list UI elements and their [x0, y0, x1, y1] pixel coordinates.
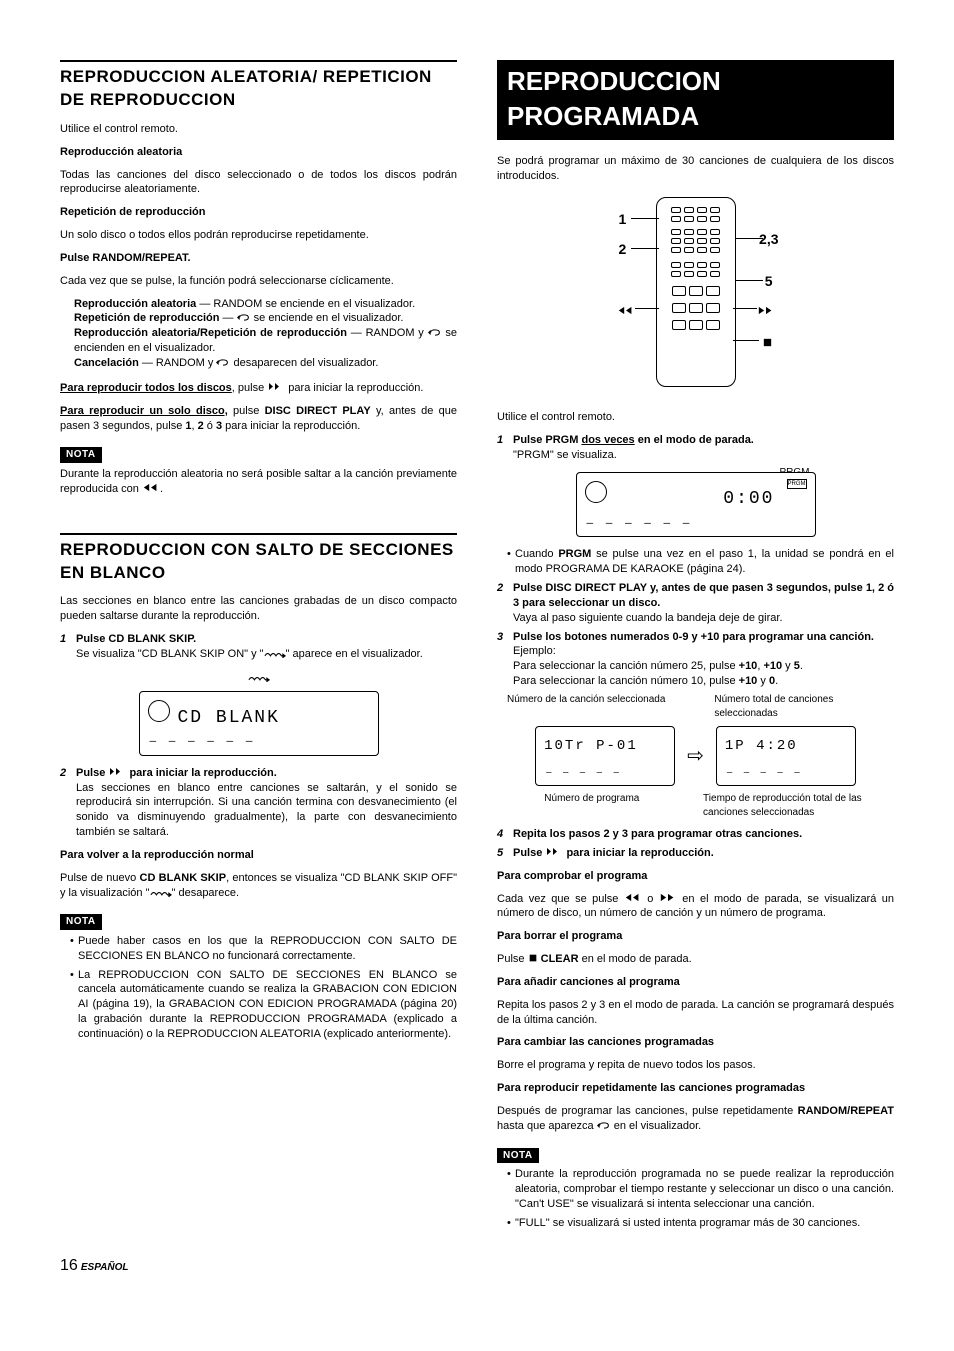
- nota3-list: Durante la reproducción programada no se…: [497, 1167, 894, 1230]
- stop-icon: [528, 953, 538, 963]
- r-step-2: 2 Pulse DISC DIRECT PLAY y, antes de que…: [497, 581, 894, 626]
- caption-bottom: Número de programa Tiempo de reproducció…: [497, 792, 894, 819]
- step-2: 2 Pulse para iniciar la reproducción. La…: [60, 766, 457, 840]
- nota-badge: NOTA: [60, 914, 102, 930]
- p-todos: Para reproducir todos los discos, pulse …: [60, 381, 457, 396]
- rew-icon: [617, 305, 635, 316]
- play-icon: [545, 846, 563, 857]
- arrow-right-icon: ⇨: [687, 743, 704, 770]
- rew-icon: [624, 892, 642, 903]
- mode-list: Reproducción aleatoria — RANDOM se encie…: [60, 297, 457, 371]
- page-footer: 16 ESPAÑOL: [60, 1255, 894, 1277]
- p-solo: Para reproducir un solo disco, pulse DIS…: [60, 404, 457, 434]
- p-normal: Pulse de nuevo CD BLANK SKIP, entonces s…: [60, 871, 457, 901]
- sec1-p1: Utilice el control remoto.: [60, 122, 457, 137]
- h-ra: Reproducción aleatoria: [60, 145, 457, 160]
- h-comp: Para comprobar el programa: [497, 869, 894, 884]
- r-step-3: 3 Pulse los botones numerados 0-9 y +10 …: [497, 630, 894, 689]
- loop-icon: [237, 313, 251, 322]
- r-step-5: 5 Pulse para iniciar la reproducción.: [497, 846, 894, 861]
- h-borr: Para borrar el programa: [497, 929, 894, 944]
- p-rr: Un solo disco o todos ellos podrán repro…: [60, 228, 457, 243]
- right-column: REPRODUCCION PROGRAMADA Se podrá program…: [497, 60, 894, 1235]
- h-rep: Para reproducir repetidamente las cancio…: [497, 1081, 894, 1096]
- stop-icon: [762, 337, 773, 348]
- h-pulse: Pulse RANDOM/REPEAT.: [60, 251, 457, 266]
- sec1-title: REPRODUCCION ALEATORIA/ REPETICION DE RE…: [60, 66, 457, 112]
- wave-icon: [248, 674, 270, 682]
- caption-top: Número de la canción seleccionada Número…: [497, 693, 894, 720]
- play-icon: [108, 766, 126, 777]
- h-camb: Para cambiar las canciones programadas: [497, 1035, 894, 1050]
- p-ra: Todas las canciones del disco selecciona…: [60, 168, 457, 198]
- lcd-prgm-figure: PRGM 0:00 PRGM — — — — — —: [566, 472, 826, 537]
- step-1: 1 Pulse CD BLANK SKIP. Se visualiza "CD …: [60, 632, 457, 662]
- ff-icon: [757, 305, 775, 316]
- p-borr: Pulse CLEAR en el modo de parada.: [497, 952, 894, 967]
- h-add: Para añadir canciones al programa: [497, 975, 894, 990]
- r-step-4: 4 Repita los pasos 2 y 3 para programar …: [497, 827, 894, 842]
- r-p2: Utilice el control remoto.: [497, 410, 894, 425]
- rew-icon: [142, 482, 160, 493]
- p-rep: Después de programar las canciones, puls…: [497, 1104, 894, 1134]
- loop-icon: [216, 358, 230, 367]
- lcd-figure-1: CD BLANK — — — — — —: [139, 672, 379, 756]
- nota-badge: NOTA: [497, 1148, 539, 1164]
- r-p1: Se podrá programar un máximo de 30 canci…: [497, 154, 894, 184]
- p-camb: Borre el programa y repita de nuevo todo…: [497, 1058, 894, 1073]
- left-column: REPRODUCCION ALEATORIA/ REPETICION DE RE…: [60, 60, 457, 1235]
- s1-bullet: Cuando PRGM se pulse una vez en el paso …: [497, 547, 894, 577]
- p-add: Repita los pasos 2 y 3 en el modo de par…: [497, 998, 894, 1028]
- nota2-list: Puede haber casos en los que la REPRODUC…: [60, 934, 457, 1042]
- banner-title: REPRODUCCION PROGRAMADA: [497, 60, 894, 140]
- loop-icon: [428, 328, 442, 337]
- ff-icon: [659, 892, 677, 903]
- nota-badge: NOTA: [60, 447, 102, 463]
- nota1-p: Durante la reproducción aleatoria no ser…: [60, 467, 457, 497]
- p-comp: Cada vez que se pulse o en el modo de pa…: [497, 892, 894, 922]
- play-icon: [267, 381, 285, 392]
- remote-figure: 1 2 2,3 5: [621, 192, 771, 392]
- sec2-p1: Las secciones en blanco entre las cancio…: [60, 594, 457, 624]
- p-pulse: Cada vez que se pulse, la función podrá …: [60, 274, 457, 289]
- h-rr: Repetición de reproducción: [60, 205, 457, 220]
- r-step-1: 1 Pulse PRGM dos veces en el modo de par…: [497, 433, 894, 463]
- loop-icon: [597, 1121, 611, 1130]
- wave-icon: [150, 889, 172, 897]
- sec2-title: REPRODUCCION CON SALTO DE SECCIONES EN B…: [60, 539, 457, 585]
- h-normal: Para volver a la reproducción normal: [60, 848, 457, 863]
- wave-icon: [264, 650, 286, 658]
- lcd-pair-figure: 10Tr P-01 — — — — — ⇨ 1P 4:20 — — — — —: [497, 726, 894, 786]
